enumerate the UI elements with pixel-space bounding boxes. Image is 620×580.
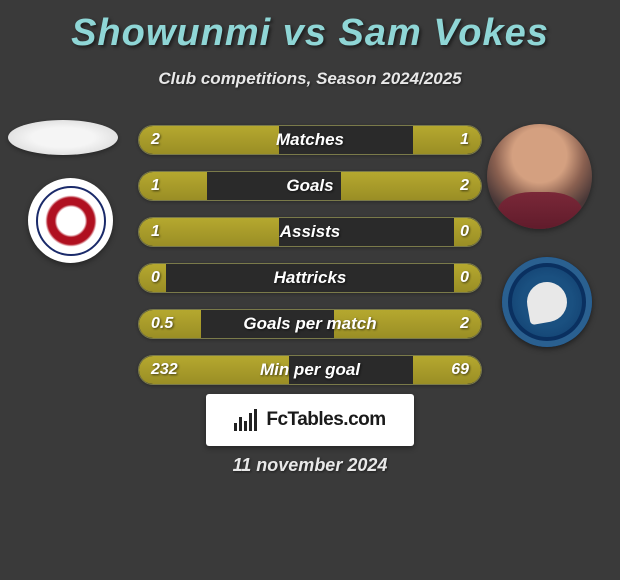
stat-label: Matches [139,126,481,154]
stats-container: 2 Matches 1 1 Goals 2 1 Assists 0 0 Hatt… [138,125,482,401]
stat-label: Goals per match [139,310,481,338]
player-right-jersey [498,192,582,229]
chart-icon [234,409,262,431]
club-left-badge [28,178,113,263]
player-left-avatar [8,120,118,155]
stat-value-right: 0 [460,264,469,292]
stat-row-goals: 1 Goals 2 [138,171,482,201]
stat-row-min-per-goal: 232 Min per goal 69 [138,355,482,385]
stat-label: Hattricks [139,264,481,292]
fctables-logo[interactable]: FcTables.com [206,394,414,446]
stat-row-goals-per-match: 0.5 Goals per match 2 [138,309,482,339]
stat-row-assists: 1 Assists 0 [138,217,482,247]
date-label: 11 november 2024 [0,455,620,476]
club-left-crest [36,186,106,256]
comparison-title: Showunmi vs Sam Vokes [0,0,620,55]
stat-label: Min per goal [139,356,481,384]
stat-label: Assists [139,218,481,246]
stat-value-right: 69 [451,356,469,384]
club-right-crest [524,279,570,325]
stat-value-right: 0 [460,218,469,246]
season-subtitle: Club competitions, Season 2024/2025 [0,69,620,89]
player-right-avatar [487,124,592,229]
stat-row-hattricks: 0 Hattricks 0 [138,263,482,293]
stat-value-right: 1 [460,126,469,154]
stat-row-matches: 2 Matches 1 [138,125,482,155]
logo-text: FcTables.com [266,409,385,431]
club-right-badge [502,257,592,347]
stat-value-right: 2 [460,310,469,338]
stat-value-right: 2 [460,172,469,200]
stat-label: Goals [139,172,481,200]
